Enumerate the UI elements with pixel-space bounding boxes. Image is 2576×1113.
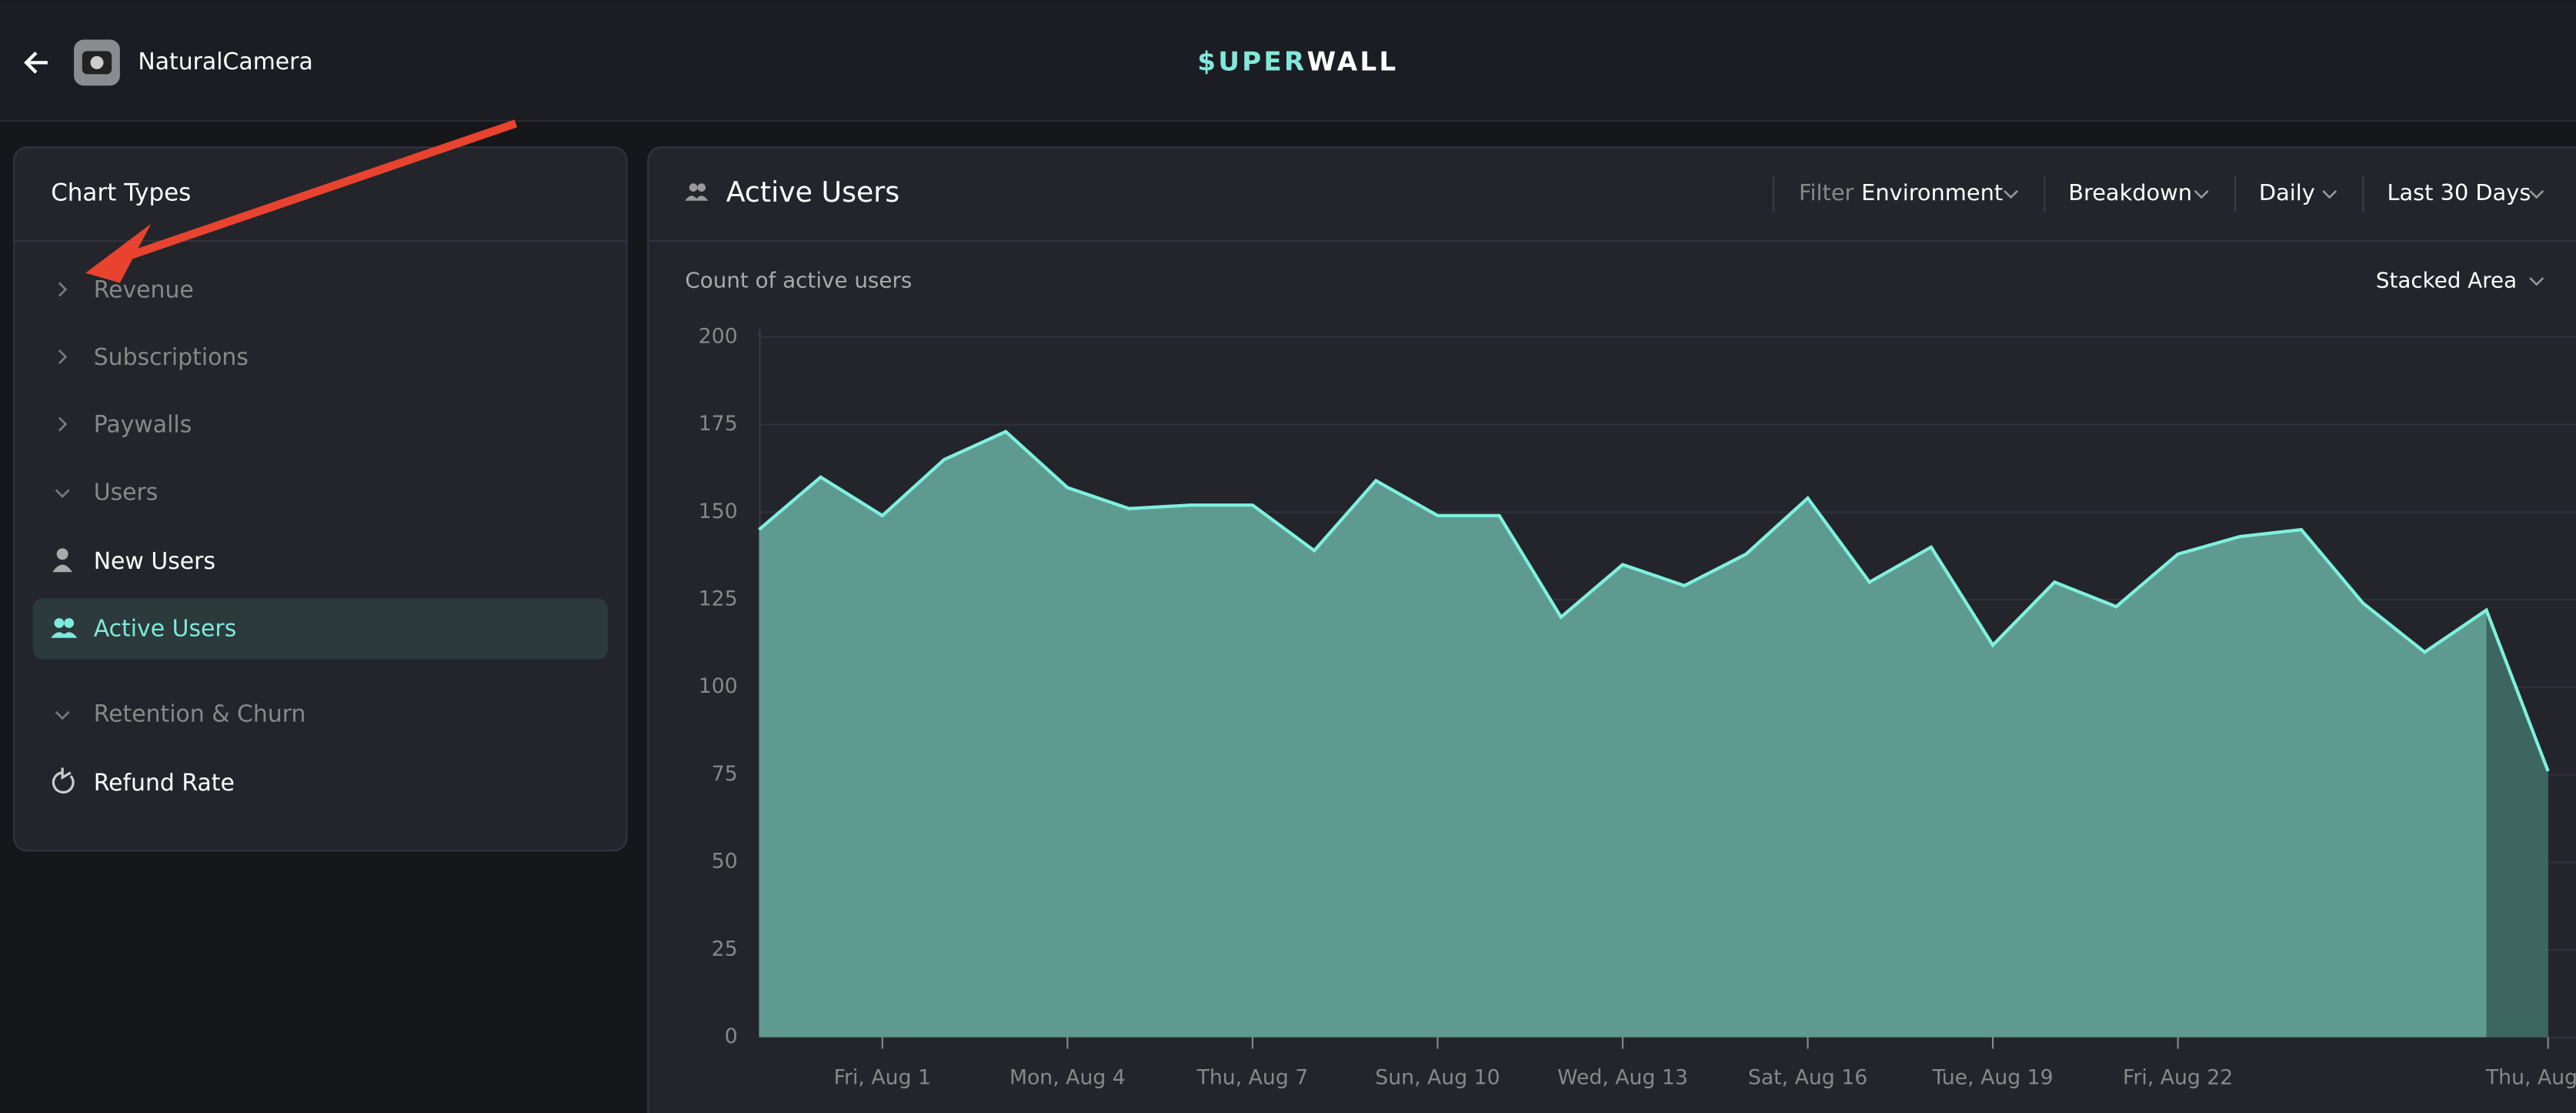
chart-subtitle: Count of active users	[685, 267, 912, 292]
filter-label: Filter	[1799, 179, 1854, 206]
interval-dropdown[interactable]: Daily	[2259, 179, 2315, 206]
y-tick-label: 100	[699, 674, 738, 698]
breakdown-dropdown[interactable]: Breakdown	[2068, 179, 2192, 206]
x-tick-label: Sat, Aug 16	[1748, 1065, 1867, 1089]
sidebar-item[interactable]: Revenue	[94, 277, 194, 304]
sidebar-item[interactable]: New Users	[94, 548, 215, 575]
sidebar-title: Chart Types	[51, 179, 191, 207]
x-tick-label: Sun, Aug 10	[1375, 1065, 1500, 1089]
y-tick-label: 75	[712, 762, 738, 786]
y-tick-label: 50	[712, 850, 738, 874]
sidebar-item[interactable]: Active Users	[94, 616, 237, 643]
logo-rest: WALL	[1306, 46, 1398, 77]
chart-title: Active Users	[726, 175, 899, 209]
x-tick-label: Thu, Aug 7	[1196, 1065, 1309, 1089]
logo: $UPERWALL	[1197, 46, 1398, 77]
range-dropdown[interactable]: Last 30 Days	[2387, 179, 2531, 206]
sidebar-item[interactable]: Retention & Churn	[94, 701, 306, 728]
y-tick-label: 150	[699, 500, 738, 523]
y-tick-label: 200	[699, 324, 738, 348]
app-icon-lens	[90, 56, 103, 69]
filter-dropdown[interactable]: Environment	[1861, 179, 2003, 206]
user-icon	[57, 548, 68, 560]
sidebar-item[interactable]: Users	[94, 479, 158, 506]
x-tick-label: Wed, Aug 13	[1557, 1065, 1688, 1089]
x-tick-label: Fri, Aug 22	[2123, 1065, 2233, 1089]
x-tick-label: Tue, Aug 19	[1932, 1065, 2054, 1089]
y-tick-label: 125	[699, 587, 738, 611]
logo-accent: $UPER	[1197, 46, 1306, 77]
sidebar-item[interactable]: Refund Rate	[94, 770, 235, 797]
y-tick-label: 0	[725, 1024, 738, 1048]
users-icon	[54, 618, 64, 628]
x-tick-label: Fri, Aug 1	[834, 1065, 931, 1089]
x-tick-label: Thu, Aug 28	[2485, 1065, 2576, 1089]
chart-mode-dropdown[interactable]: Stacked Area	[2376, 267, 2517, 292]
y-tick-label: 25	[712, 937, 738, 961]
users-icon	[64, 618, 74, 628]
sidebar-item[interactable]: Paywalls	[94, 412, 192, 439]
app-name: NaturalCamera	[138, 48, 312, 75]
x-tick-label: Mon, Aug 4	[1009, 1065, 1126, 1089]
y-tick-label: 175	[699, 412, 738, 436]
title-icon	[697, 183, 706, 192]
title-icon	[689, 183, 698, 192]
sidebar-item[interactable]: Subscriptions	[94, 344, 249, 371]
